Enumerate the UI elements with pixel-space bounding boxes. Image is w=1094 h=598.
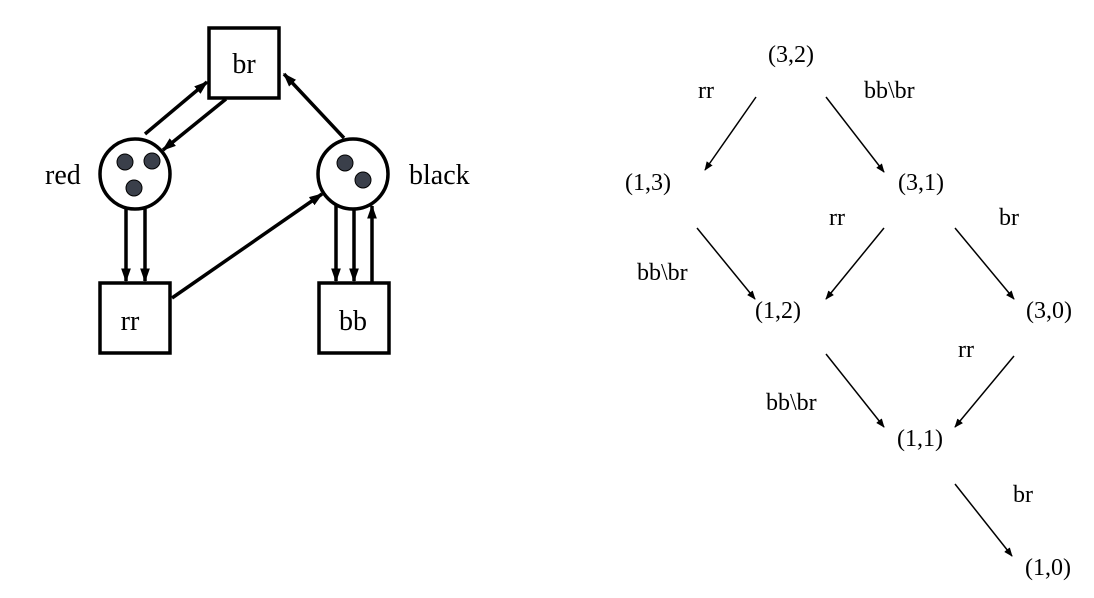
edge-label: rr (958, 337, 974, 363)
state-1-2: (1,2) (755, 298, 801, 324)
edge-11-10 (954, 483, 1013, 557)
edge-label: bb\br (637, 260, 688, 286)
arc-black-to-br (282, 72, 346, 140)
edge-label: br (1013, 482, 1033, 508)
edge-31-12 (825, 227, 885, 300)
place-black-label: black (409, 160, 470, 191)
state-1-3: (1,3) (625, 170, 671, 196)
transition-bb (317, 281, 391, 355)
place-red (98, 137, 172, 211)
transition-bb-label: bb (339, 306, 367, 337)
state-3-2: (3,2) (768, 42, 814, 68)
petri-net: br red black rr bb (45, 26, 470, 355)
state-1-0: (1,0) (1025, 555, 1071, 581)
arc-br-to-red (161, 97, 228, 152)
transition-rr (98, 281, 172, 355)
transition-rr-label: rr (121, 306, 140, 337)
transition-br (207, 26, 281, 100)
edge-31-30 (954, 227, 1015, 300)
token (125, 179, 143, 197)
state-graph: (3,2) (1,3) (3,1) (1,2) (3,0) (1,1) (1,0… (625, 42, 1072, 581)
edge-label: br (999, 205, 1019, 231)
state-3-0: (3,0) (1026, 298, 1072, 324)
edge-32-13 (704, 96, 757, 171)
arc-red-to-br (143, 80, 209, 136)
edge-13-12 (696, 227, 756, 300)
edge-32-31 (825, 96, 885, 173)
arc-rr-to-black (171, 192, 324, 300)
edge-12-11 (825, 353, 885, 428)
token (116, 153, 134, 171)
edge-label: bb\br (864, 78, 915, 104)
edge-label: bb\br (766, 390, 817, 416)
state-3-1: (3,1) (898, 170, 944, 196)
token (336, 154, 354, 172)
place-red-label: red (45, 160, 81, 191)
edge-label: rr (698, 78, 714, 104)
edge-30-11 (954, 355, 1015, 428)
edge-label: rr (829, 205, 845, 231)
token (354, 171, 372, 189)
state-1-1: (1,1) (897, 426, 943, 452)
place-black (316, 137, 390, 211)
token (143, 152, 161, 170)
transition-br-label: br (232, 49, 256, 80)
